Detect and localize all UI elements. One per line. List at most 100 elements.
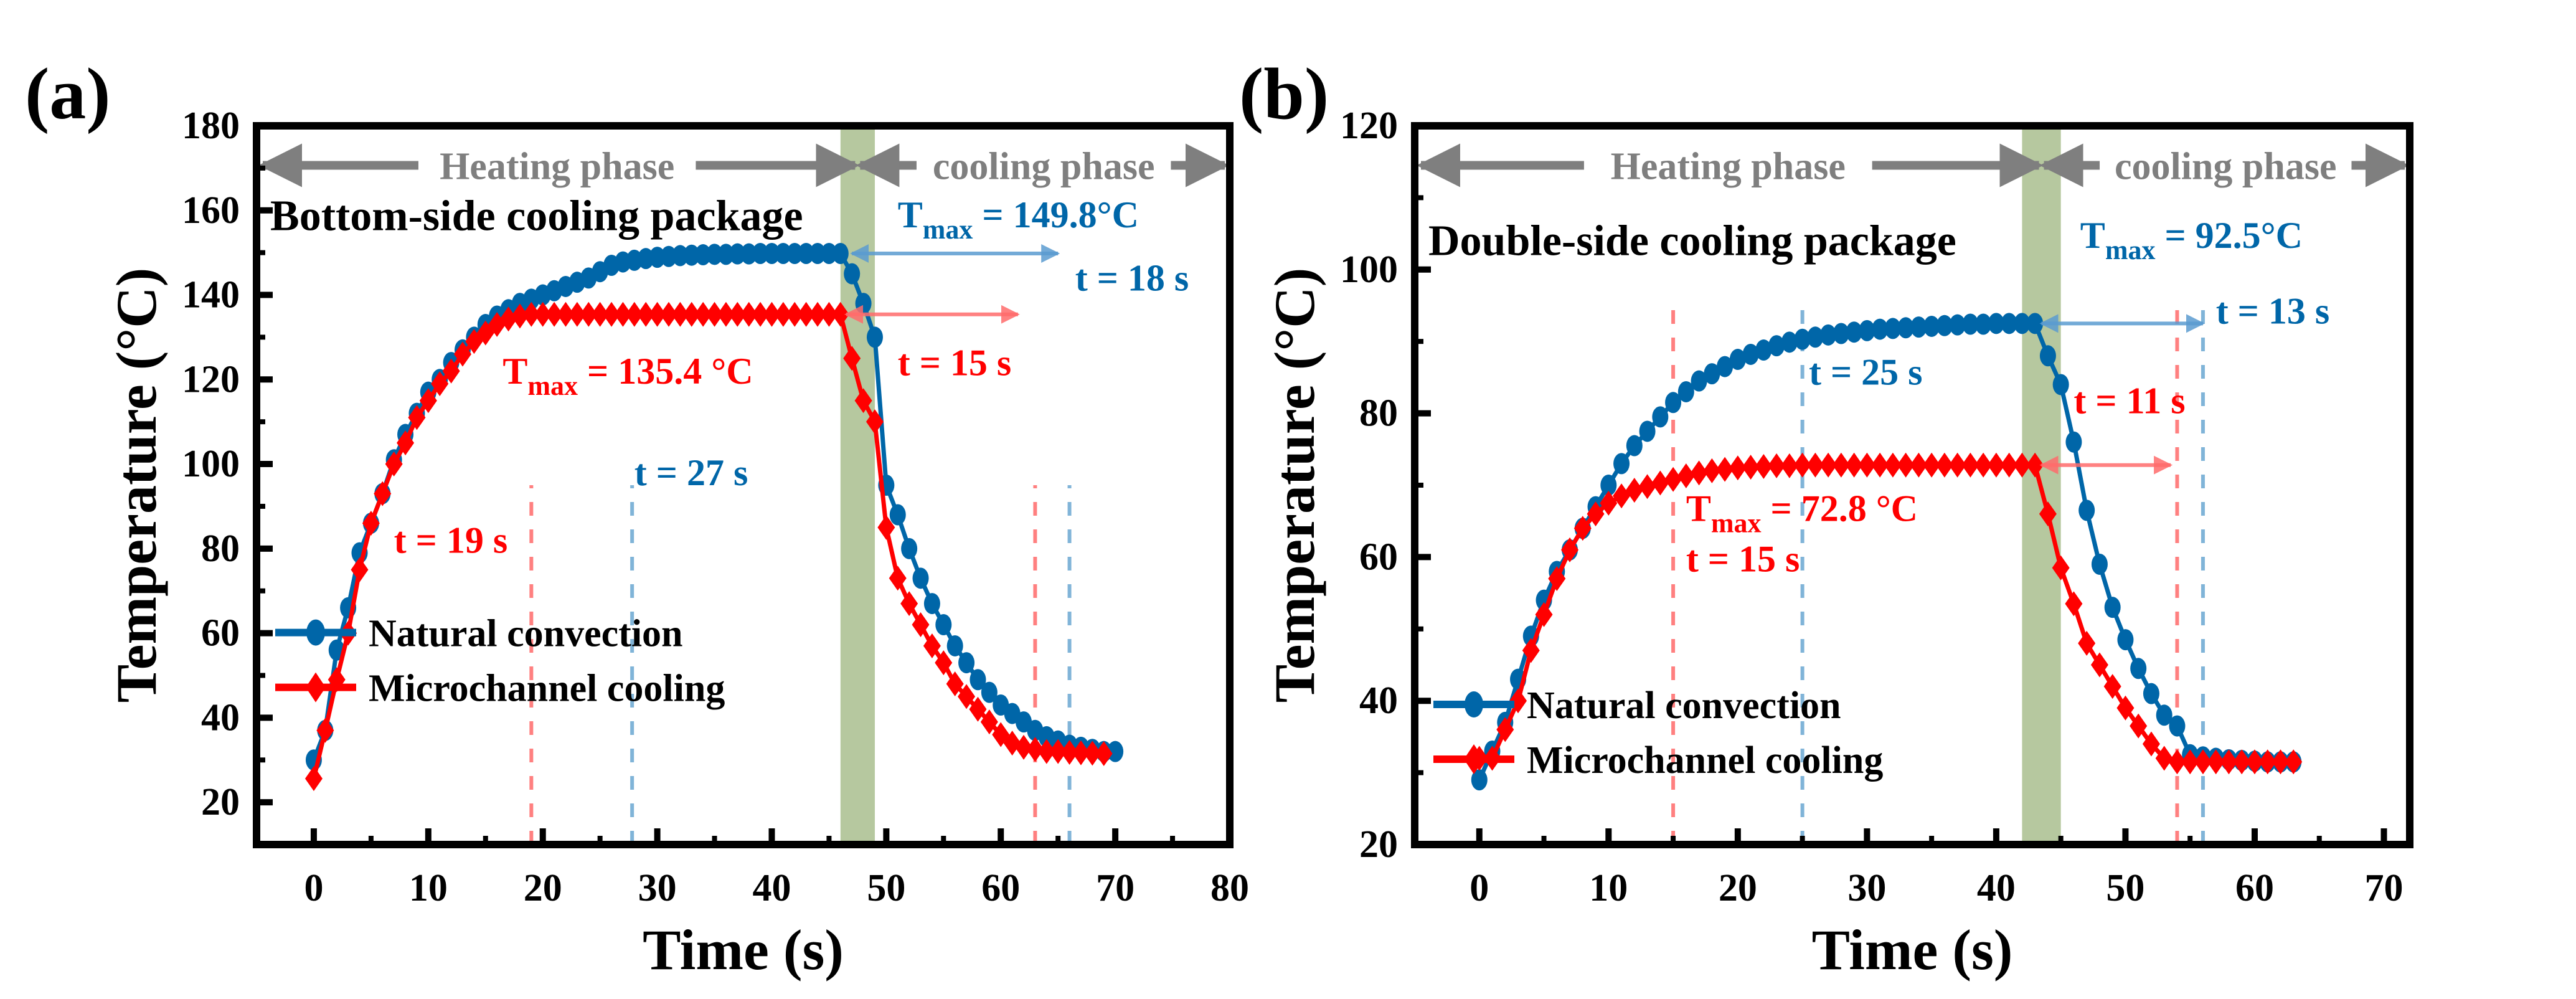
panel-b: (b) Heating phase cooling phase Double-side… bbox=[1239, 53, 2413, 982]
annotation-symbol: T bbox=[1686, 488, 1711, 529]
data-point-natural-convection bbox=[717, 244, 734, 265]
data-point-natural-convection bbox=[889, 504, 906, 526]
heating-phase-label: Heating phase bbox=[1611, 145, 1846, 187]
data-point-natural-convection bbox=[1884, 318, 1901, 339]
data-point-microchannel-cooling bbox=[752, 301, 770, 327]
data-point-microchannel-cooling bbox=[1535, 602, 1553, 627]
data-point-microchannel-cooling bbox=[1496, 717, 1514, 742]
data-point-natural-convection bbox=[866, 326, 883, 348]
data-point-natural-convection bbox=[1742, 343, 1759, 365]
x-axis-title: Time (s) bbox=[643, 918, 844, 982]
data-point-natural-convection bbox=[1807, 326, 1824, 348]
y-tick-label: 40 bbox=[1359, 679, 1398, 722]
data-point-natural-convection bbox=[1962, 313, 1979, 335]
data-point-natural-convection bbox=[832, 243, 849, 265]
y-tick-label: 40 bbox=[201, 696, 240, 739]
x-tick-label: 20 bbox=[524, 867, 562, 909]
data-point-microchannel-cooling bbox=[1948, 452, 1966, 478]
data-point-microchannel-cooling bbox=[304, 766, 323, 792]
data-point-natural-convection bbox=[855, 293, 872, 315]
y-tick-label: 80 bbox=[201, 528, 240, 570]
data-point-natural-convection bbox=[660, 245, 677, 267]
annotation-tmax-nc: Tmax = 149.8°C bbox=[898, 194, 1139, 245]
x-tick-label: 10 bbox=[1589, 867, 1628, 909]
cooling-phase-label: cooling phase bbox=[933, 145, 1155, 187]
annotation-t-nc-cool: t = 13 s bbox=[2216, 290, 2330, 331]
data-point-natural-convection bbox=[2052, 374, 2069, 395]
data-point-microchannel-cooling bbox=[1858, 452, 1876, 478]
annotation-value: = 149.8°C bbox=[973, 194, 1139, 235]
data-point-microchannel-cooling bbox=[557, 301, 575, 327]
panel-a: (a) Heating phase cooling phase Bottom-side… bbox=[25, 53, 1249, 982]
data-point-microchannel-cooling bbox=[1923, 452, 1941, 478]
data-point-microchannel-cooling bbox=[2233, 749, 2251, 775]
data-point-natural-convection bbox=[1923, 315, 1940, 337]
data-point-microchannel-cooling bbox=[1015, 734, 1033, 760]
data-point-natural-convection bbox=[1755, 339, 1772, 361]
data-point-natural-convection bbox=[1975, 313, 1992, 335]
data-point-natural-convection bbox=[1613, 453, 1630, 475]
data-point-natural-convection bbox=[946, 635, 963, 656]
y-tick-label: 80 bbox=[1359, 392, 1398, 435]
data-point-natural-convection bbox=[1704, 363, 1720, 385]
panel-label: (b) bbox=[1239, 53, 1329, 135]
x-tick-label: 50 bbox=[2106, 867, 2144, 909]
legend-label: Natural convection bbox=[1527, 684, 1841, 727]
data-point-natural-convection bbox=[844, 263, 861, 285]
data-point-microchannel-cooling bbox=[740, 301, 758, 327]
data-point-microchannel-cooling bbox=[1987, 452, 2005, 478]
data-point-natural-convection bbox=[2143, 683, 2159, 704]
data-point-natural-convection bbox=[1949, 314, 1966, 336]
data-point-microchannel-cooling bbox=[877, 514, 895, 540]
data-point-natural-convection bbox=[1107, 741, 1124, 762]
data-point-microchannel-cooling bbox=[522, 301, 540, 327]
phase-boundary-band bbox=[840, 126, 875, 845]
data-point-microchannel-cooling bbox=[1819, 452, 1838, 478]
data-point-microchannel-cooling bbox=[1780, 453, 1798, 478]
data-point-natural-convection bbox=[1833, 323, 1849, 344]
annotation-value: = 135.4 °C bbox=[578, 351, 753, 392]
x-tick-label: 40 bbox=[752, 867, 791, 909]
data-point-natural-convection bbox=[1988, 313, 2004, 334]
annotation-t-mc-cool: t = 11 s bbox=[2074, 381, 2185, 422]
data-point-natural-convection bbox=[2156, 704, 2173, 726]
x-tick-label: 20 bbox=[1719, 867, 1757, 909]
annotation-subscript: max bbox=[527, 371, 578, 401]
data-point-natural-convection bbox=[729, 243, 746, 265]
data-point-microchannel-cooling bbox=[591, 301, 609, 327]
annotation-t-mc-heat: t = 19 s bbox=[394, 520, 508, 561]
data-point-microchannel-cooling bbox=[912, 612, 930, 638]
data-point-natural-convection bbox=[1652, 406, 1669, 428]
legend-label: Microchannel cooling bbox=[369, 668, 725, 710]
data-point-natural-convection bbox=[2065, 431, 2082, 453]
data-point-microchannel-cooling bbox=[854, 388, 872, 414]
data-point-natural-convection bbox=[935, 614, 952, 636]
data-point-microchannel-cooling bbox=[545, 301, 564, 327]
data-point-microchannel-cooling bbox=[1806, 452, 1824, 478]
annotation-symbol: T bbox=[898, 194, 923, 235]
data-point-natural-convection bbox=[912, 567, 929, 589]
y-tick-label: 140 bbox=[182, 274, 240, 316]
data-point-microchannel-cooling bbox=[1522, 638, 1540, 663]
data-point-microchannel-cooling bbox=[1083, 741, 1102, 766]
data-point-natural-convection bbox=[1794, 328, 1811, 350]
data-point-microchannel-cooling bbox=[2039, 501, 2057, 527]
annotation-tmax-nc: Tmax = 92.5°C bbox=[2080, 215, 2303, 265]
data-point-microchannel-cooling bbox=[1742, 455, 1760, 480]
y-tick-label: 100 bbox=[182, 443, 240, 485]
x-tick-label: 60 bbox=[981, 867, 1020, 909]
annotation-tmax-mc: Tmax = 135.4 °C bbox=[502, 351, 753, 401]
data-point-natural-convection bbox=[901, 537, 918, 559]
data-point-microchannel-cooling bbox=[705, 301, 724, 327]
annotation-subscript: max bbox=[1711, 508, 1762, 539]
annotation-symbol: T bbox=[502, 351, 527, 392]
data-point-microchannel-cooling bbox=[453, 341, 471, 367]
data-point-microchannel-cooling bbox=[614, 301, 632, 327]
data-point-microchannel-cooling bbox=[351, 557, 369, 582]
data-point-microchannel-cooling bbox=[935, 650, 953, 676]
y-tick-label: 120 bbox=[182, 358, 240, 400]
data-point-microchannel-cooling bbox=[694, 301, 712, 327]
data-point-microchannel-cooling bbox=[2168, 749, 2186, 775]
annotation-subscript: max bbox=[2105, 235, 2156, 265]
